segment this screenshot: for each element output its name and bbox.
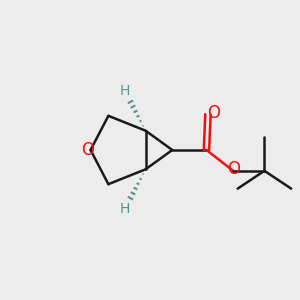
Text: O: O [81, 141, 94, 159]
Text: O: O [227, 160, 240, 178]
Text: O: O [207, 104, 220, 122]
Text: H: H [119, 84, 130, 98]
Text: H: H [119, 202, 130, 216]
